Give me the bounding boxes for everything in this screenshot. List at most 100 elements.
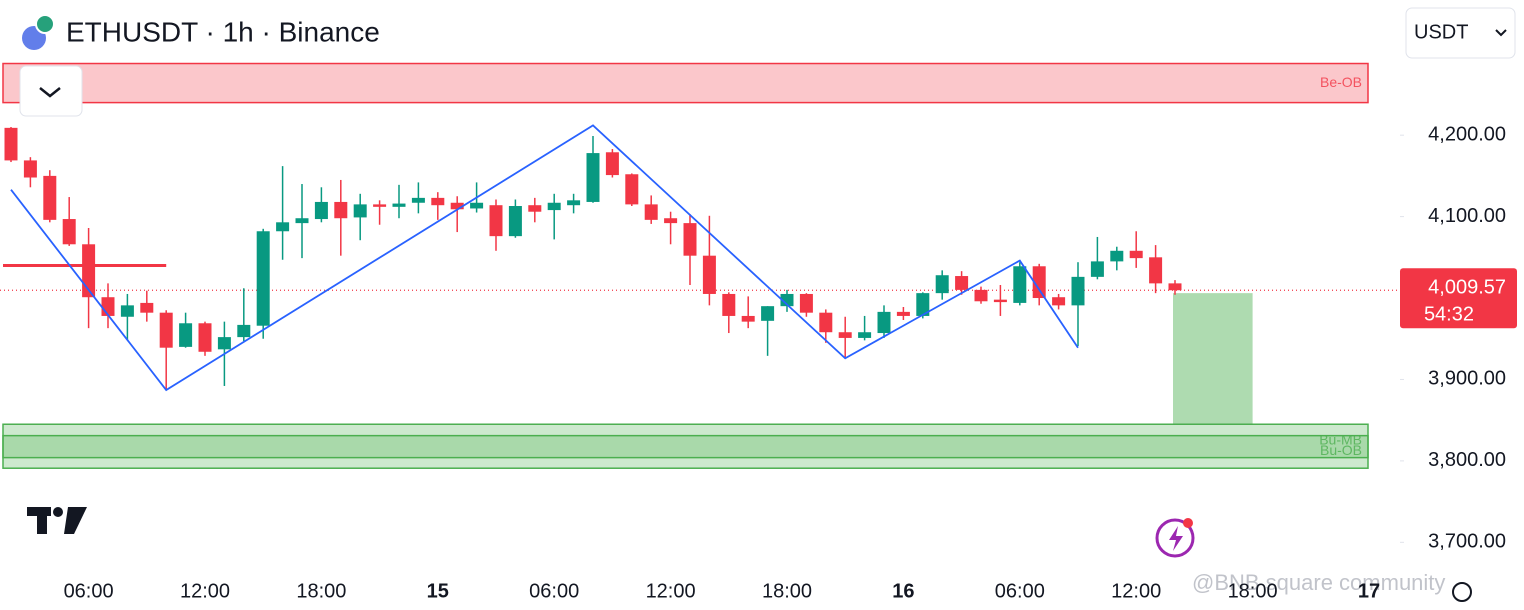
candle-body xyxy=(1052,297,1066,306)
currency-label: USDT xyxy=(1414,21,1468,43)
y-tick-label: 3,700.00 xyxy=(1428,531,1506,553)
y-tick-label: 3,800.00 xyxy=(1428,449,1506,471)
candle-body xyxy=(625,174,639,205)
x-tick-label: 06:00 xyxy=(995,580,1045,602)
candle-body xyxy=(179,323,193,347)
candle-body xyxy=(392,203,406,207)
candle-body xyxy=(1110,250,1124,262)
candle-body xyxy=(993,299,1007,303)
candle-body xyxy=(974,289,988,302)
zone-label: Be-OB xyxy=(1320,74,1362,90)
x-tick-label: 12:00 xyxy=(1111,580,1161,602)
zone xyxy=(2,62,1369,104)
candle-body xyxy=(450,202,464,210)
candle-body xyxy=(43,175,57,220)
candle-body xyxy=(799,293,813,313)
candle-body xyxy=(334,201,348,219)
candle-body xyxy=(470,202,484,209)
candle-body xyxy=(547,202,561,211)
candle-body xyxy=(276,222,290,232)
candle-body xyxy=(314,201,328,220)
target-box xyxy=(1173,293,1253,425)
usdt-icon xyxy=(35,14,55,34)
watermark: @BNB square community xyxy=(1192,570,1445,595)
x-tick-label: 18:00 xyxy=(1228,580,1278,602)
candle-body xyxy=(140,302,154,313)
candle-body xyxy=(664,218,678,224)
x-tick-label: 18:00 xyxy=(296,580,346,602)
tradingview-logo xyxy=(27,507,87,534)
candle-body xyxy=(120,305,134,317)
candle-body xyxy=(295,218,309,224)
candle-body xyxy=(1090,261,1104,277)
y-tick-label: 4,200.00 xyxy=(1428,123,1506,145)
candle-body xyxy=(353,204,367,218)
price-tag xyxy=(1400,268,1517,329)
candle-body xyxy=(411,197,425,203)
candle-body xyxy=(761,306,775,321)
candle-body xyxy=(528,205,542,212)
candle-body xyxy=(858,332,872,338)
candle-body xyxy=(877,311,891,334)
x-tick-label: 06:00 xyxy=(529,580,579,602)
candle-body xyxy=(217,337,231,350)
x-tick-label: 17 xyxy=(1358,580,1380,602)
x-tick-label: 06:00 xyxy=(64,580,114,602)
select-chevron xyxy=(1495,29,1507,37)
currency-select[interactable] xyxy=(1405,7,1516,59)
x-tick-label: 16 xyxy=(892,580,914,602)
candle-body xyxy=(82,244,96,298)
candle-body xyxy=(1013,266,1027,303)
settings-icon xyxy=(1452,582,1472,602)
candle-body xyxy=(702,255,716,294)
candle-body xyxy=(1071,276,1085,306)
price-tag-label: 4,009.57 xyxy=(1428,277,1506,299)
x-tick-label: 18:00 xyxy=(762,580,812,602)
candle-body xyxy=(1149,257,1163,284)
zigzag xyxy=(10,124,1079,392)
candle-body xyxy=(256,231,270,326)
candle-body xyxy=(1032,266,1046,299)
zone xyxy=(2,423,1369,469)
candle-body xyxy=(722,293,736,316)
candle-body xyxy=(838,332,852,338)
candle-body xyxy=(780,293,794,307)
candle-body xyxy=(935,275,949,294)
y-tick-label: 4,100.00 xyxy=(1428,205,1506,227)
candle-body xyxy=(489,205,503,237)
candle-body xyxy=(373,204,387,207)
candle-body xyxy=(916,293,930,316)
countdown: 54:32 xyxy=(1424,304,1474,326)
x-tick-label: 15 xyxy=(427,580,449,602)
candle-body xyxy=(819,312,833,333)
candle-body xyxy=(955,276,969,290)
candle-body xyxy=(605,152,619,176)
candle-body xyxy=(23,160,37,178)
candle-body xyxy=(159,312,173,348)
candle-body xyxy=(586,153,600,202)
candle-body xyxy=(101,297,115,316)
x-tick-label: 12:00 xyxy=(646,580,696,602)
candle-body xyxy=(4,127,18,161)
collapse-chevron xyxy=(39,87,61,98)
collapse-button[interactable] xyxy=(19,65,83,117)
candle-body xyxy=(62,219,76,245)
candle-body xyxy=(431,197,445,206)
candle-body xyxy=(198,323,212,352)
candle-body xyxy=(237,324,251,338)
x-tick-label: 12:00 xyxy=(180,580,230,602)
zone-label: Bu-OB xyxy=(1320,442,1362,458)
chart-title: ETHUSDT · 1h · Binance xyxy=(66,16,380,47)
candle-body xyxy=(644,204,658,220)
zone-label: Bu-MB xyxy=(1319,431,1362,447)
candle-body xyxy=(1129,250,1143,259)
candle-body xyxy=(896,311,910,316)
candle-body xyxy=(508,206,522,237)
candle-body xyxy=(1168,283,1182,291)
candle-body xyxy=(741,315,755,322)
candle-body xyxy=(683,223,697,256)
y-tick-label: 3,900.00 xyxy=(1428,368,1506,390)
flash-icon xyxy=(1155,518,1195,558)
